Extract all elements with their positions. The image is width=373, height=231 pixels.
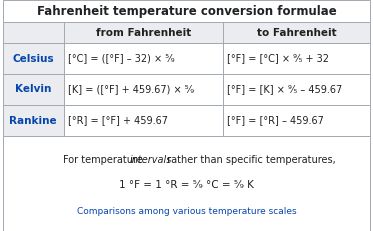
Text: rather than specific temperatures,: rather than specific temperatures, bbox=[164, 155, 336, 165]
Text: Rankine: Rankine bbox=[9, 116, 57, 125]
Bar bbox=[3, 22, 63, 43]
Text: 1 °F = 1 °R = ⁵⁄₉ °C = ⁵⁄₉ K: 1 °F = 1 °R = ⁵⁄₉ °C = ⁵⁄₉ K bbox=[119, 180, 254, 190]
Bar bbox=[63, 22, 223, 43]
Text: [°C] = ([°F] – 32) × ⁵⁄₉: [°C] = ([°F] – 32) × ⁵⁄₉ bbox=[68, 54, 174, 64]
Bar bbox=[223, 43, 370, 74]
Bar bbox=[223, 22, 370, 43]
Bar bbox=[3, 43, 63, 74]
Text: Kelvin: Kelvin bbox=[15, 85, 51, 94]
Text: Comparisons among various temperature scales: Comparisons among various temperature sc… bbox=[77, 207, 296, 216]
Text: intervals: intervals bbox=[130, 155, 172, 165]
Bar bbox=[63, 74, 223, 105]
Text: [K] = ([°F] + 459.67) × ⁵⁄₉: [K] = ([°F] + 459.67) × ⁵⁄₉ bbox=[68, 85, 194, 94]
Text: from Fahrenheit: from Fahrenheit bbox=[96, 27, 191, 37]
Bar bbox=[3, 0, 370, 22]
Text: [°R] = [°F] + 459.67: [°R] = [°F] + 459.67 bbox=[68, 116, 167, 125]
Bar bbox=[223, 105, 370, 136]
Text: For temperature: For temperature bbox=[63, 155, 146, 165]
Text: [°F] = [K] × ⁹⁄₅ – 459.67: [°F] = [K] × ⁹⁄₅ – 459.67 bbox=[227, 85, 342, 94]
Bar bbox=[223, 74, 370, 105]
Text: Celsius: Celsius bbox=[12, 54, 54, 64]
Bar bbox=[3, 74, 63, 105]
Bar bbox=[3, 105, 63, 136]
Bar bbox=[63, 43, 223, 74]
Bar bbox=[3, 136, 370, 231]
Text: [°F] = [°R] – 459.67: [°F] = [°R] – 459.67 bbox=[227, 116, 324, 125]
Text: to Fahrenheit: to Fahrenheit bbox=[257, 27, 336, 37]
Bar bbox=[63, 105, 223, 136]
Text: [°F] = [°C] × ⁹⁄₅ + 32: [°F] = [°C] × ⁹⁄₅ + 32 bbox=[227, 54, 329, 64]
Text: Fahrenheit temperature conversion formulae: Fahrenheit temperature conversion formul… bbox=[37, 4, 336, 18]
